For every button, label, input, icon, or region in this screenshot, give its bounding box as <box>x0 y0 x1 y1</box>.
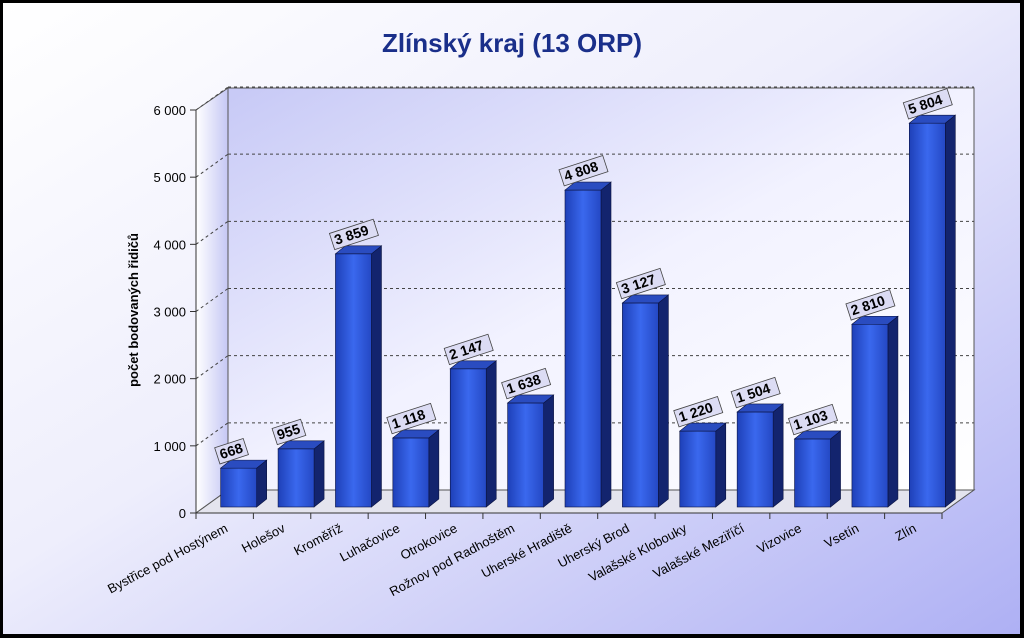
data-label-box <box>730 376 781 409</box>
bar-side <box>313 440 325 508</box>
bar-top <box>678 422 727 432</box>
data-label-text: 955 <box>275 420 302 443</box>
bar-side <box>715 422 727 508</box>
bar-top <box>391 429 440 439</box>
bar <box>793 430 842 508</box>
bar-top <box>334 245 383 255</box>
bar-top <box>449 360 498 370</box>
y-tick-label: 5 000 <box>153 170 186 185</box>
bar-front <box>622 302 659 508</box>
bar-top <box>564 181 612 191</box>
bar-side <box>887 315 899 508</box>
data-label-box <box>386 402 437 435</box>
bar-side <box>600 181 612 508</box>
bar-front <box>277 448 315 508</box>
bar <box>678 422 727 508</box>
data-label-box <box>501 367 552 400</box>
gridline-side <box>195 220 229 245</box>
gridline-side <box>195 153 229 178</box>
bar-front <box>564 189 602 508</box>
bar-top <box>908 114 957 124</box>
gridline-side <box>195 288 229 312</box>
bar <box>564 181 612 508</box>
data-label-text: 668 <box>218 440 245 463</box>
data-label-box <box>673 395 724 428</box>
gridline-side <box>195 355 229 380</box>
gridline-side <box>195 86 229 111</box>
data-label-box <box>845 289 896 321</box>
bar-front <box>736 411 774 508</box>
bar-top <box>851 315 899 325</box>
bar-side <box>658 294 669 508</box>
bar <box>277 440 325 508</box>
y-tick-label: 4 000 <box>153 237 186 252</box>
bar <box>736 403 785 508</box>
bar <box>449 360 498 508</box>
bar <box>219 459 268 508</box>
chart-title: Zlínský kraj (13 ORP) <box>382 28 642 58</box>
bar <box>621 294 670 508</box>
bar <box>391 429 440 508</box>
bar-side <box>428 429 440 508</box>
bar-front <box>449 368 487 508</box>
y-tick-label: 1 000 <box>153 439 186 454</box>
bar <box>908 114 957 508</box>
bar-front <box>794 438 831 508</box>
bar-top <box>277 440 325 450</box>
data-label-box <box>328 218 379 251</box>
bar-front <box>392 437 430 508</box>
bar-side <box>485 360 497 508</box>
bar-top <box>621 294 670 304</box>
bar-front <box>335 253 372 508</box>
y-axis-ticks: 0 1 000 2 000 3 000 4 000 5 000 6 000 <box>153 103 196 521</box>
bar <box>506 394 555 508</box>
bar-top <box>793 430 842 440</box>
y-tick-label: 6 000 <box>153 103 186 118</box>
data-label-box <box>443 333 494 366</box>
bar-top <box>219 459 268 469</box>
gridline-side <box>195 422 229 447</box>
y-axis-label: počet bodovaných řidičů <box>126 233 141 387</box>
bar-front <box>220 467 257 508</box>
bar-front <box>679 430 717 508</box>
data-label-box <box>615 267 666 300</box>
bar-top <box>736 403 785 413</box>
y-tick-label: 2 000 <box>153 372 186 387</box>
bar-side <box>830 430 841 508</box>
bar-front <box>909 122 946 508</box>
bar-front <box>507 402 544 508</box>
bar-side <box>371 245 382 508</box>
data-label: 668 <box>214 437 249 465</box>
y-tick-label: 0 <box>179 506 186 521</box>
bar-side <box>543 394 554 508</box>
data-label-box <box>271 418 307 446</box>
bar <box>334 245 383 508</box>
y-tick-label: 3 000 <box>153 305 186 320</box>
bar-top <box>506 394 555 404</box>
data-label-box <box>902 88 953 120</box>
data-label-box <box>558 154 609 187</box>
bar <box>851 315 899 508</box>
bar-side <box>945 114 956 508</box>
data-label-box <box>214 437 249 465</box>
data-label-box <box>788 403 839 436</box>
bar-side <box>772 403 784 508</box>
data-label: 955 <box>271 418 307 446</box>
bar-front <box>851 323 889 508</box>
